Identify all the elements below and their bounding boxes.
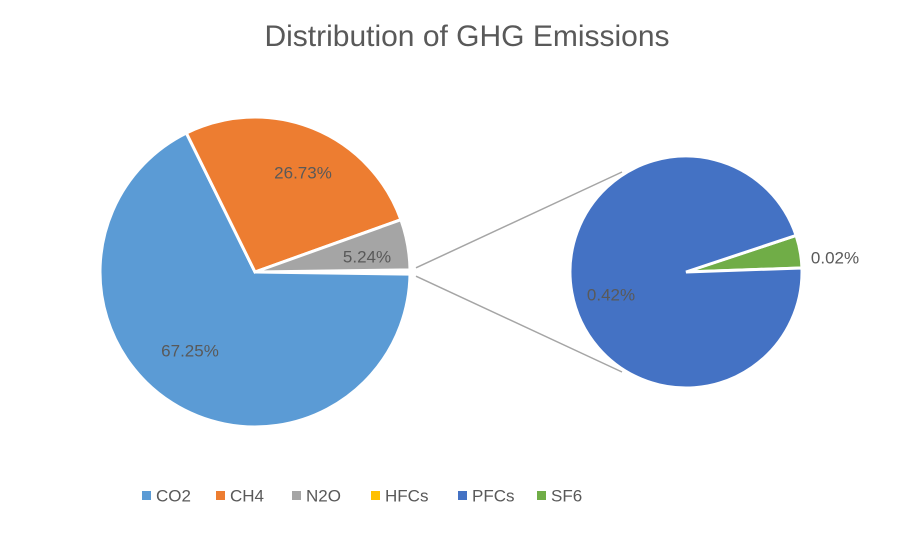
legend-label-ch4: CH4: [230, 486, 264, 505]
connector-line-top: [415, 171, 623, 269]
legend-item-sf6: SF6: [537, 486, 582, 505]
slice-other: [258, 269, 415, 275]
data-label-sf6: 0.02%: [811, 248, 859, 267]
data-label-n2o: 5.24%: [343, 247, 391, 266]
secondary-pie: [568, 154, 804, 390]
slice-co2: [98, 131, 412, 429]
slice-pfcs: [568, 154, 804, 390]
legend-item-ch4: CH4: [216, 486, 264, 505]
legend-label-pfcs: PFCs: [472, 486, 515, 505]
connector-lines: [415, 171, 623, 373]
legend-item-co2: CO2: [142, 486, 191, 505]
legend: CO2 CH4 N2O HFCs PFCs SF6: [142, 486, 582, 505]
legend-label-co2: CO2: [156, 486, 191, 505]
legend-swatch-co2: [142, 491, 151, 500]
legend-swatch-ch4: [216, 491, 225, 500]
legend-swatch-pfcs: [458, 491, 467, 500]
data-label-ch4: 26.73%: [274, 163, 332, 182]
legend-label-sf6: SF6: [551, 486, 582, 505]
slice-ch4: [184, 115, 403, 274]
legend-item-pfcs: PFCs: [458, 486, 515, 505]
chart-title: Distribution of GHG Emissions: [264, 20, 669, 53]
legend-swatch-hfcs: [371, 491, 380, 500]
connector-line-bottom: [415, 275, 623, 373]
data-label-co2: 67.25%: [161, 341, 219, 360]
main-pie: [98, 115, 415, 429]
legend-swatch-n2o: [292, 491, 301, 500]
data-label-pfcs: 0.42%: [587, 285, 635, 304]
legend-item-n2o: N2O: [292, 486, 341, 505]
legend-swatch-sf6: [537, 491, 546, 500]
legend-label-n2o: N2O: [306, 486, 341, 505]
legend-label-hfcs: HFCs: [385, 486, 428, 505]
legend-item-hfcs: HFCs: [371, 486, 428, 505]
data-labels: 67.25% 26.73% 5.24% 0.02% 0.42%: [161, 163, 859, 360]
